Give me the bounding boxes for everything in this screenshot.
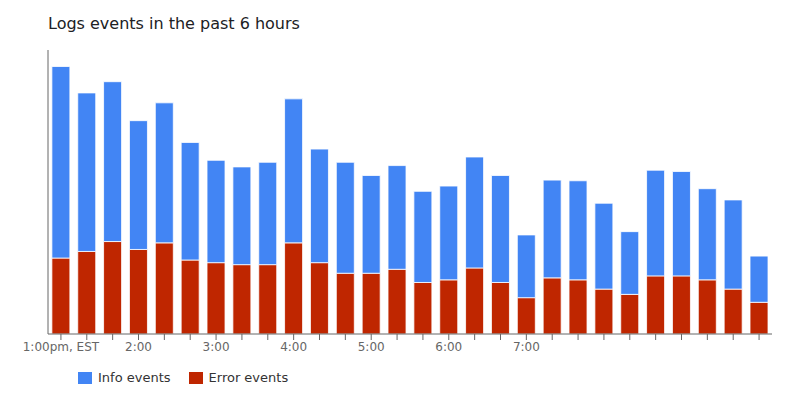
svg-text:2:00: 2:00 bbox=[125, 340, 152, 354]
html-text:Info events: Info events bbox=[98, 370, 171, 385]
svg-text:4:00: 4:00 bbox=[280, 340, 307, 354]
svg-text:1:00pm, EST: 1:00pm, EST bbox=[23, 340, 100, 354]
svg-text:3:00: 3:00 bbox=[203, 340, 230, 354]
svg-text:5:00: 5:00 bbox=[358, 340, 385, 354]
html-text:Logs events in the past 6 hour: Logs events in the past 6 hours bbox=[48, 14, 300, 33]
svg-text:6:00: 6:00 bbox=[435, 340, 462, 354]
svg-text:7:00: 7:00 bbox=[513, 340, 540, 354]
html-text:Error events: Error events bbox=[208, 370, 289, 385]
